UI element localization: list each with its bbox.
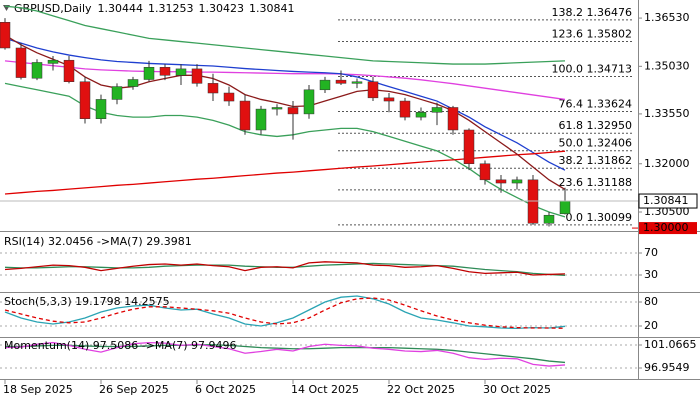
fib-label: 61.8 1.32950 (559, 119, 632, 132)
fib-label: 23.6 1.31188 (559, 176, 632, 189)
y-tick-label: 20 (644, 319, 658, 332)
fib-label: 100.0 1.34713 (552, 63, 632, 76)
candle-body (447, 107, 459, 131)
candle-body (175, 68, 187, 76)
rsi-title: RSI(14) 32.0456 ->MA(7) 29.3981 (4, 235, 192, 248)
momentum-title: Momentum(14) 97.5086 ->MA(7) 97.9496 (4, 339, 237, 352)
open-value: 1.30444 (98, 2, 144, 15)
plot-layer: 18 Sep 2025 26 Sep 2025 6 Oct 2025 14 Oct 2… (0, 5, 698, 396)
fib-label: 76.4 1.33624 (559, 98, 632, 111)
candle-body (31, 62, 43, 79)
candle-body (15, 47, 27, 78)
candle-body (495, 179, 507, 184)
y-tick-label: 1.32000 (644, 157, 690, 170)
candle-body (111, 86, 123, 100)
candle-body (143, 67, 155, 80)
fib-label: 138.2 1.36476 (552, 6, 632, 19)
candle-body (159, 67, 171, 76)
indicator-line (4, 37, 566, 171)
indicator-line (4, 60, 566, 101)
x-tick-label: 26 Sep 2025 (99, 383, 169, 396)
candle-body (287, 107, 299, 115)
y-tick-label: 1.35030 (644, 59, 690, 72)
candle-body (351, 81, 363, 84)
indicator-line (4, 295, 566, 330)
fib-label: 50.0 1.32406 (559, 137, 632, 150)
candle-body (239, 100, 251, 131)
x-tick-label: 30 Oct 2025 (483, 383, 551, 396)
candle-body (511, 179, 523, 184)
candle-body (303, 89, 315, 115)
candle-body (0, 22, 11, 49)
candle-body (527, 179, 539, 224)
x-tick-label: 14 Oct 2025 (291, 383, 359, 396)
symbol: GBPUSD,Daily (14, 2, 92, 15)
candle-body (271, 107, 283, 110)
indicator-line (4, 261, 566, 276)
y-tick-label: 30 (644, 268, 658, 281)
candle-body (399, 100, 411, 118)
candle-body (383, 97, 395, 102)
candle-body (543, 214, 555, 224)
candle-body (191, 68, 203, 84)
y-tick-label: 70 (644, 246, 658, 259)
y-tick-label: 1.33550 (644, 107, 690, 120)
y-tick-label: 96.9549 (644, 361, 690, 374)
close-value: 1.30841 (249, 2, 295, 15)
high-value: 1.31253 (148, 2, 194, 15)
last-price-box (638, 193, 698, 209)
candle-body (223, 92, 235, 102)
level-label: 1.30000 (643, 221, 689, 234)
fib-label: 123.6 1.35802 (552, 27, 632, 40)
candle-body (335, 79, 347, 84)
fib-label: 0.0 1.30099 (566, 211, 632, 224)
x-tick-label: 6 Oct 2025 (195, 383, 256, 396)
candle-body (79, 81, 91, 119)
stoch-title: Stoch(5,3,3) 19.1798 14.2575 (4, 295, 170, 308)
candle-body (95, 99, 107, 119)
candle-body (479, 163, 491, 181)
candle-body (367, 81, 379, 99)
fib-label: 38.2 1.31862 (559, 154, 632, 167)
y-tick-label: 80 (644, 295, 658, 308)
last-price-label: 1.30841 (643, 194, 689, 207)
candle-body (255, 108, 267, 131)
indicator-line (4, 34, 566, 191)
indicator-line (4, 341, 566, 367)
candle-body (319, 79, 331, 91)
indicator-line (4, 297, 566, 329)
low-value: 1.30423 (199, 2, 245, 15)
candle-body (47, 59, 59, 64)
candle-body (415, 112, 427, 118)
candle-body (431, 107, 443, 113)
candle-body (63, 59, 75, 83)
indicator-line (4, 5, 566, 65)
x-tick-label: 22 Oct 2025 (387, 383, 455, 396)
level-box (639, 222, 697, 235)
x-tick-label: 18 Sep 2025 (3, 383, 73, 396)
y-tick-label: 1.36530 (644, 11, 690, 24)
chart-header: GBPUSD,Daily 1.30444 1.31253 1.30423 1.30841 (14, 2, 295, 15)
candle-body (127, 79, 139, 87)
candle-body (207, 83, 219, 94)
indicator-line (5, 344, 566, 364)
y-tick-label: 101.0665 (644, 338, 697, 351)
candle-body (559, 200, 571, 215)
candle-body (463, 129, 475, 165)
